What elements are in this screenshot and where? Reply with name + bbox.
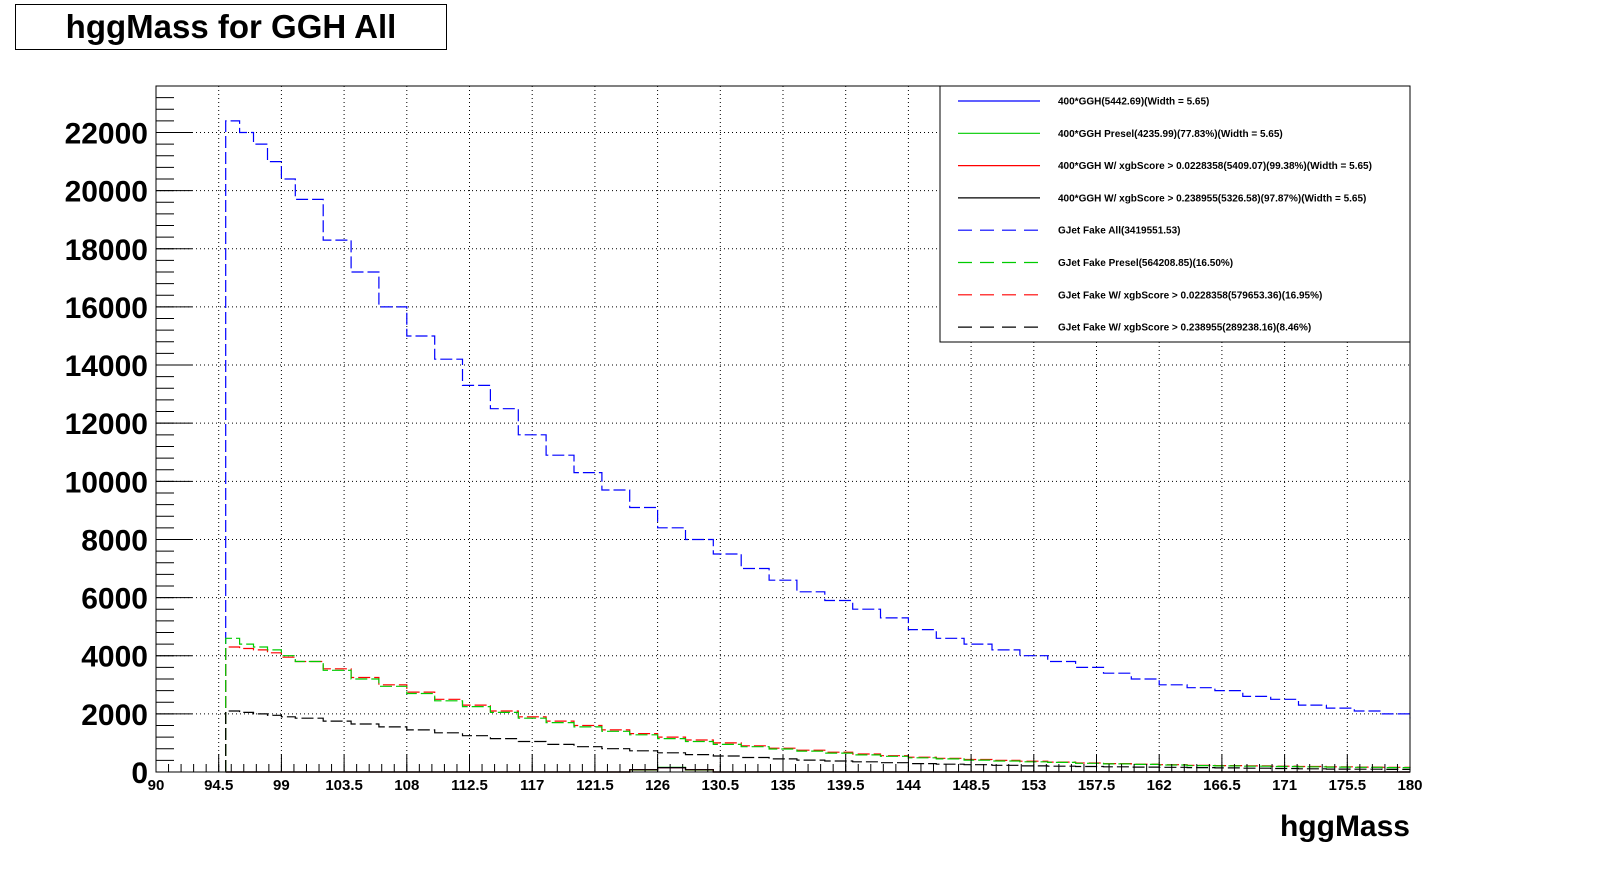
x-tick-label: 175.5 <box>1329 777 1367 794</box>
y-tick-label: 8000 <box>81 524 148 557</box>
y-tick-label: 0 <box>131 757 148 790</box>
x-tick-label: 94.5 <box>204 777 233 794</box>
x-tick-label: 153 <box>1021 777 1046 794</box>
y-tick-label: 6000 <box>81 583 148 616</box>
x-tick-label: 108 <box>394 777 419 794</box>
x-tick-label: 148.5 <box>952 777 990 794</box>
y-tick-label: 2000 <box>81 699 148 732</box>
x-tick-label: 103.5 <box>325 777 363 794</box>
legend-entry: 400*GGH(5442.69)(Width = 5.65) <box>1058 97 1209 108</box>
series-line <box>225 637 1411 772</box>
y-tick-label: 12000 <box>65 408 148 441</box>
x-tick-label: 171 <box>1272 777 1297 794</box>
series-line <box>225 646 1411 772</box>
x-tick-label: 139.5 <box>827 777 865 794</box>
x-tick-label: 112.5 <box>451 777 488 794</box>
legend: 400*GGH(5442.69)(Width = 5.65) 400*GGH Pr… <box>939 85 1411 343</box>
y-tick-label: 4000 <box>81 641 148 674</box>
x-tick-label: 157.5 <box>1078 777 1116 794</box>
x-tick-label: 126 <box>645 777 670 794</box>
series-line <box>225 120 1411 772</box>
x-tick-label: 180 <box>1397 777 1422 794</box>
y-tick-label: 18000 <box>65 234 148 267</box>
x-axis-label: hggMass <box>1280 810 1410 843</box>
y-tick-labels: 0 2000 4000 6000 8000 10000 12000 14000 16000 180… <box>65 118 148 790</box>
legend-entry: 400*GGH Presel(4235.99)(77.83%)(Width = … <box>1058 129 1283 140</box>
chart-title: hggMass for GGH All <box>65 8 397 45</box>
x-tick-label: 135 <box>770 777 795 794</box>
y-tick-label: 20000 <box>65 176 148 209</box>
x-tick-label: 166.5 <box>1203 777 1241 794</box>
y-tick-label: 10000 <box>65 466 148 499</box>
legend-entry: GJet Fake W/ xgbScore > 0.0228358(579653… <box>1058 290 1322 301</box>
x-tick-label: 90 <box>148 777 165 794</box>
x-tick-label: 144 <box>896 777 922 794</box>
legend-frame <box>939 85 1411 343</box>
legend-entry: GJet Fake Presel(564208.85)(16.50%) <box>1058 258 1233 269</box>
legend-entry: GJet Fake All(3419551.53) <box>1058 226 1180 237</box>
chart-title-box: hggMass for GGH All <box>15 4 447 50</box>
axis-ticks <box>155 85 1411 773</box>
y-tick-label: 22000 <box>65 118 148 151</box>
x-tick-label: 99 <box>273 777 290 794</box>
y-tick-label: 16000 <box>65 292 148 325</box>
y-tick-label: 14000 <box>65 350 148 383</box>
x-tick-label: 162 <box>1147 777 1172 794</box>
x-tick-labels: 90 94.5 99 103.5 108 112.5 117 121.5 126 130.5 135… <box>148 777 1423 794</box>
series-line <box>225 710 1411 772</box>
x-tick-label: 130.5 <box>702 777 740 794</box>
x-tick-label: 117 <box>520 777 544 794</box>
x-tick-label: 121.5 <box>576 777 614 794</box>
legend-entry: 400*GGH W/ xgbScore > 0.0228358(5409.07)… <box>1058 161 1372 172</box>
legend-entry: GJet Fake W/ xgbScore > 0.238955(289238.… <box>1058 323 1311 334</box>
legend-entry: 400*GGH W/ xgbScore > 0.238955(5326.58)(… <box>1058 193 1366 204</box>
